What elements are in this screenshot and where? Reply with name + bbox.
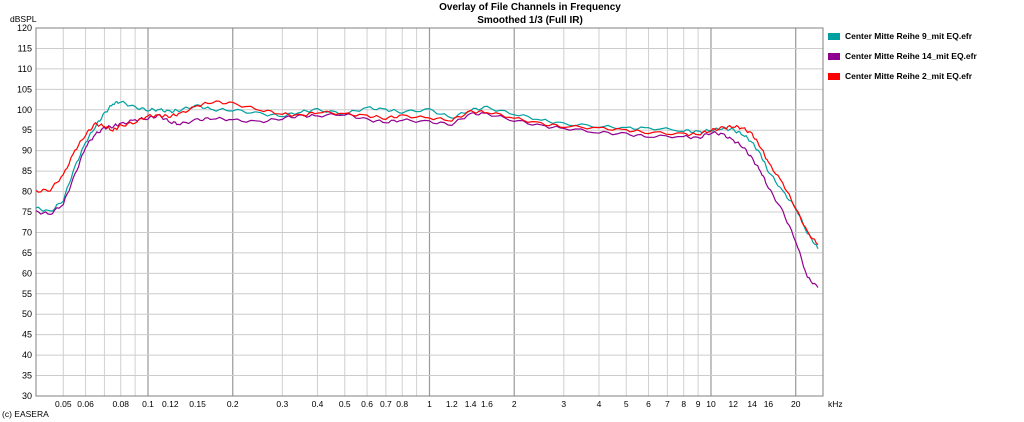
x-tick-label: 4 [597, 399, 602, 409]
y-tick-label: 30 [22, 391, 32, 401]
y-tick-label: 80 [22, 187, 32, 197]
x-tick-label: 5 [624, 399, 629, 409]
x-tick-label: 10 [706, 399, 716, 409]
x-tick-label: 0.5 [339, 399, 351, 409]
y-tick-label: 110 [18, 64, 32, 74]
legend-label-series-3: Center Mitte Reihe 2_mit EQ.efr [845, 71, 973, 81]
y-tick-label: 50 [22, 309, 32, 319]
legend-item-series-1: Center Mitte Reihe 9_mit EQ.efr [828, 26, 977, 46]
x-tick-label: 9 [696, 399, 701, 409]
legend-item-series-2: Center Mitte Reihe 14_mit EQ.efr [828, 46, 977, 66]
y-tick-label: 90 [22, 146, 32, 156]
y-tick-label: 70 [22, 227, 32, 237]
y-tick-label: 115 [18, 43, 32, 53]
legend-label-series-1: Center Mitte Reihe 9_mit EQ.efr [845, 31, 973, 41]
y-tick-label: 40 [22, 350, 32, 360]
series-line-3 [35, 100, 819, 246]
plot-border [35, 27, 824, 397]
series-line-2 [35, 111, 819, 288]
x-tick-label: 8 [681, 399, 686, 409]
chart-legend: Center Mitte Reihe 9_mit EQ.efr Center M… [828, 26, 977, 86]
y-tick-label: 45 [22, 330, 32, 340]
legend-swatch-series-2 [828, 52, 840, 60]
x-tick-label: 3 [561, 399, 566, 409]
legend-item-series-3: Center Mitte Reihe 2_mit EQ.efr [828, 66, 977, 86]
y-tick-label: 75 [22, 207, 32, 217]
x-tick-label: 0.7 [380, 399, 392, 409]
y-axis-label: dBSPL [10, 14, 37, 24]
x-tick-label: 0.15 [189, 399, 206, 409]
x-tick-label: 16 [764, 399, 774, 409]
y-tick-label: 120 [17, 23, 32, 33]
y-tick-label: 55 [22, 289, 32, 299]
chart-title: Overlay of File Channels in Frequency [439, 2, 621, 13]
x-tick-label: 1 [427, 399, 432, 409]
x-tick-label: 0.3 [276, 399, 288, 409]
y-tick-label: 65 [22, 248, 32, 258]
x-tick-label: 20 [791, 399, 801, 409]
x-tick-label: 0.12 [162, 399, 179, 409]
x-tick-label: 0.4 [312, 399, 324, 409]
x-tick-label: 0.6 [361, 399, 373, 409]
x-tick-label: 0.08 [112, 399, 129, 409]
x-tick-label: 14 [747, 399, 757, 409]
legend-label-series-2: Center Mitte Reihe 14_mit EQ.efr [845, 51, 977, 61]
x-tick-label: 7 [665, 399, 670, 409]
chart-subtitle: Smoothed 1/3 (Full IR) [477, 15, 583, 26]
y-tick-label: 95 [22, 125, 32, 135]
x-tick-label: 2 [512, 399, 517, 409]
x-tick-label: 0.8 [396, 399, 408, 409]
y-tick-label: 105 [17, 84, 32, 94]
x-tick-label: 0.2 [227, 399, 239, 409]
x-tick-label: 1.4 [465, 399, 477, 409]
y-tick-label: 100 [17, 105, 32, 115]
copyright-text: (c) EASERA [2, 409, 49, 419]
y-tick-label: 60 [22, 268, 32, 278]
x-tick-label: 6 [646, 399, 651, 409]
x-tick-label: 0.1 [142, 399, 154, 409]
x-tick-label: 0.06 [77, 399, 94, 409]
x-tick-label: 1.2 [446, 399, 458, 409]
x-axis-label: kHz [828, 399, 843, 409]
x-tick-label: 0.05 [55, 399, 72, 409]
y-tick-label: 35 [22, 371, 32, 381]
legend-swatch-series-3 [828, 72, 840, 80]
x-tick-label: 12 [729, 399, 739, 409]
series-line-1 [35, 100, 819, 250]
legend-swatch-series-1 [828, 32, 840, 40]
x-tick-label: 1.6 [481, 399, 493, 409]
y-tick-label: 85 [22, 166, 32, 176]
